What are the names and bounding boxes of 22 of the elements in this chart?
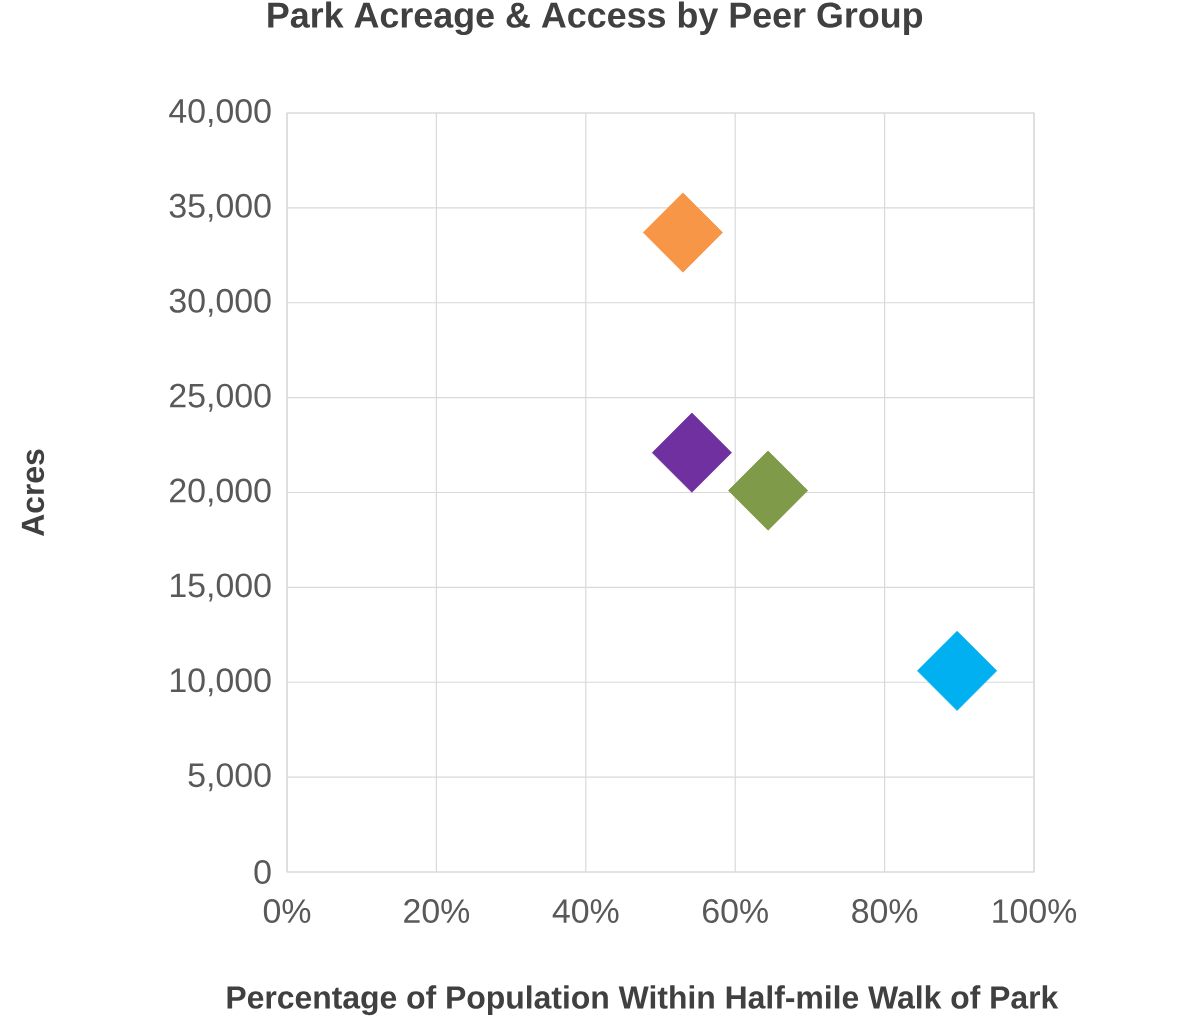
y-tick-label: 30,000 — [169, 288, 271, 317]
y-axis-title: Acres — [21, 449, 45, 537]
y-tick-label: 5,000 — [188, 763, 271, 792]
y-tick-label: 15,000 — [170, 573, 271, 602]
y-tick-label: 25,000 — [170, 383, 271, 412]
y-tick-label: 35,000 — [169, 193, 271, 222]
x-tick-label: 40% — [552, 899, 619, 924]
y-tick-label: 10,000 — [170, 668, 271, 697]
point — [728, 450, 809, 531]
x-tick-label: 80% — [852, 899, 918, 924]
point — [651, 412, 732, 493]
point — [917, 630, 998, 711]
x-axis-title: Percentage of Population Within Half-mile Walk of Park — [227, 985, 1059, 1016]
y-tick-label: 20,000 — [170, 478, 271, 507]
x-tick-label: 20% — [404, 899, 470, 924]
x-tick-label: 100% — [993, 899, 1077, 924]
x-tick-label: 0% — [263, 899, 311, 924]
y-tick-label: 0 — [254, 860, 271, 884]
chart-title: Park Acreage & Access by Peer Group — [268, 1, 923, 36]
x-tick-label: 60% — [703, 899, 768, 924]
point — [642, 192, 723, 273]
y-tick-label: 40,000 — [169, 99, 271, 127]
